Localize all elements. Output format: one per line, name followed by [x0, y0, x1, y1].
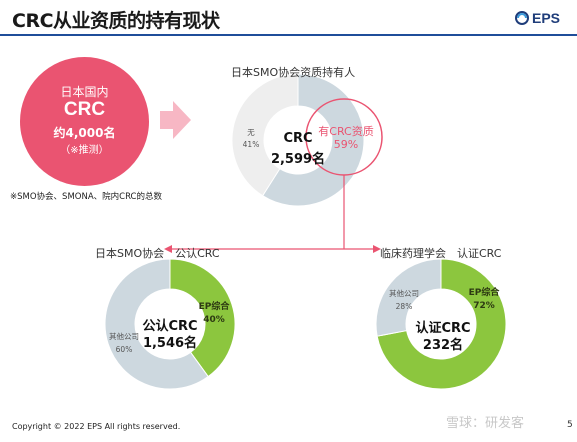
eps-logo-icon: [515, 11, 529, 25]
chart-title-pharmacology-certified: 临床药理学会 认证CRC: [380, 247, 502, 260]
center-value-certified: 1,546名: [142, 336, 198, 351]
slice-value-qualified: 59%: [333, 138, 359, 151]
pie-slice-0-0: [261, 73, 365, 207]
center-label-pharmacology: 认证CRC: [415, 321, 471, 336]
footer-copyright: Copyright © 2022 EPS All rights reserved…: [12, 422, 181, 431]
slice-value-none: 41%: [242, 140, 260, 149]
chart-title-smo-holders: 日本SMO协会资质持有人: [231, 66, 356, 79]
logo: EPS: [515, 10, 560, 26]
slice-value-other-28: 28%: [395, 302, 413, 311]
slice-label-ep-72: EP综合: [468, 288, 500, 298]
donut-chart-pharmacology-certified: [375, 258, 507, 390]
slice-label-other-28: 其他公司: [389, 289, 419, 298]
total-crc-label: CRC: [63, 99, 106, 120]
pie-slice-2-0: [376, 258, 507, 390]
slice-value-ep-40: 40%: [203, 315, 225, 325]
total-region: 日本国内: [60, 85, 109, 99]
slide-title: CRC从业资质的持有现状: [12, 10, 220, 32]
total-crc-circle: 日本国内 CRC 约4,000名 （※推测）: [20, 57, 149, 186]
center-value-crc: 2,599名: [270, 152, 326, 167]
slice-label-other-60: 其他公司: [109, 332, 139, 341]
logo-text: EPS: [532, 10, 561, 26]
center-label-crc: CRC: [283, 131, 313, 146]
slice-value-other-60: 60%: [115, 345, 133, 354]
connector-arrow-left: [164, 245, 172, 253]
right-arrow: [160, 101, 191, 139]
page-number: 5: [567, 420, 573, 430]
slice-label-qualified: 有CRC资质: [318, 125, 374, 138]
total-estimate-note: （※推测）: [60, 145, 109, 156]
donut-chart-smo-holders: [231, 73, 365, 207]
pie-slice-0-1: [231, 73, 299, 197]
center-label-certified: 公认CRC: [142, 319, 198, 334]
chart-title-smo-certified: 日本SMO协会 公认CRC: [95, 247, 220, 260]
pie-slice-2-1: [375, 258, 442, 337]
total-footnote: ※SMO协会、SMONA、院内CRC的总数: [10, 192, 162, 202]
center-value-pharmacology: 232名: [422, 338, 464, 353]
pie-slice-1-0: [169, 258, 236, 378]
title-rule: [0, 34, 577, 36]
watermark: 雪球：研发客: [446, 416, 525, 431]
slice-label-ep-40: EP综合: [198, 302, 230, 312]
slice-value-ep-72: 72%: [473, 301, 495, 311]
donut-chart-smo-certified: [104, 258, 236, 390]
connector-arrow-right: [373, 245, 381, 253]
pie-slice-1-1: [104, 258, 209, 390]
connector-lines: [170, 175, 375, 250]
total-count: 约4,000名: [53, 126, 116, 140]
slice-label-none: 无: [247, 128, 255, 137]
